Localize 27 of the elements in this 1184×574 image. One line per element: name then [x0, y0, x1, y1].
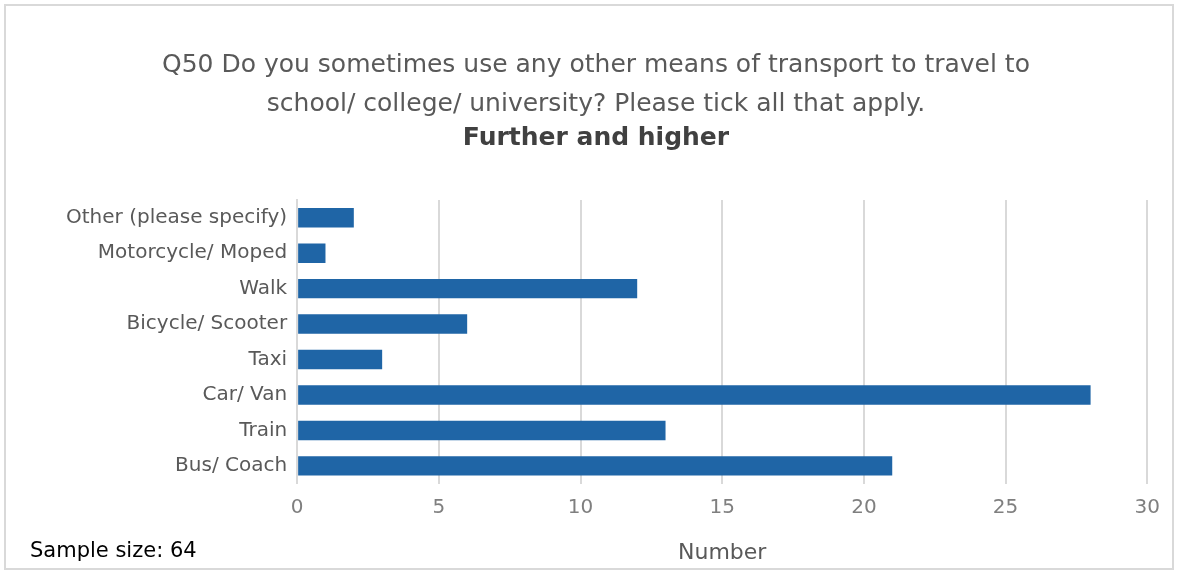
x-tick-label: 10	[567, 493, 594, 518]
chart-subtitle: Further and higher	[461, 122, 731, 151]
bar	[298, 314, 468, 334]
chart-title: Q50 Do you sometimes use any other means of transport to travel to school/ college/ university? Please tick all that apply.	[161, 48, 1031, 119]
bar	[298, 456, 893, 476]
text: Sample size: 64	[30, 538, 197, 562]
bar	[298, 207, 354, 228]
x-tick-label: 30	[1134, 493, 1160, 518]
bar	[298, 278, 638, 299]
bar	[298, 349, 383, 370]
y-tick-label: Bicycle/ Scooter	[126, 310, 288, 335]
y-tick-label: Bus/ Coach	[175, 452, 288, 477]
x-tick-label: 20	[851, 493, 877, 518]
y-tick-label: Motorcycle/ Moped	[97, 239, 288, 264]
x-tick-label: 0	[290, 493, 304, 518]
x-tick-label: 25	[992, 493, 1019, 518]
y-tick-label: Walk	[239, 274, 288, 299]
x-tick-label: 5	[432, 493, 446, 518]
bar	[298, 420, 666, 441]
bar	[298, 385, 1091, 405]
bar	[298, 243, 326, 263]
y-tick-label: Train	[238, 416, 288, 441]
y-tick-label: Other (please specify)	[65, 203, 288, 228]
x-axis-title: Number	[678, 538, 768, 564]
y-tick-label: Taxi	[247, 345, 288, 370]
y-tick-label: Car/ Van	[202, 381, 288, 406]
x-tick-label: 15	[709, 493, 735, 518]
